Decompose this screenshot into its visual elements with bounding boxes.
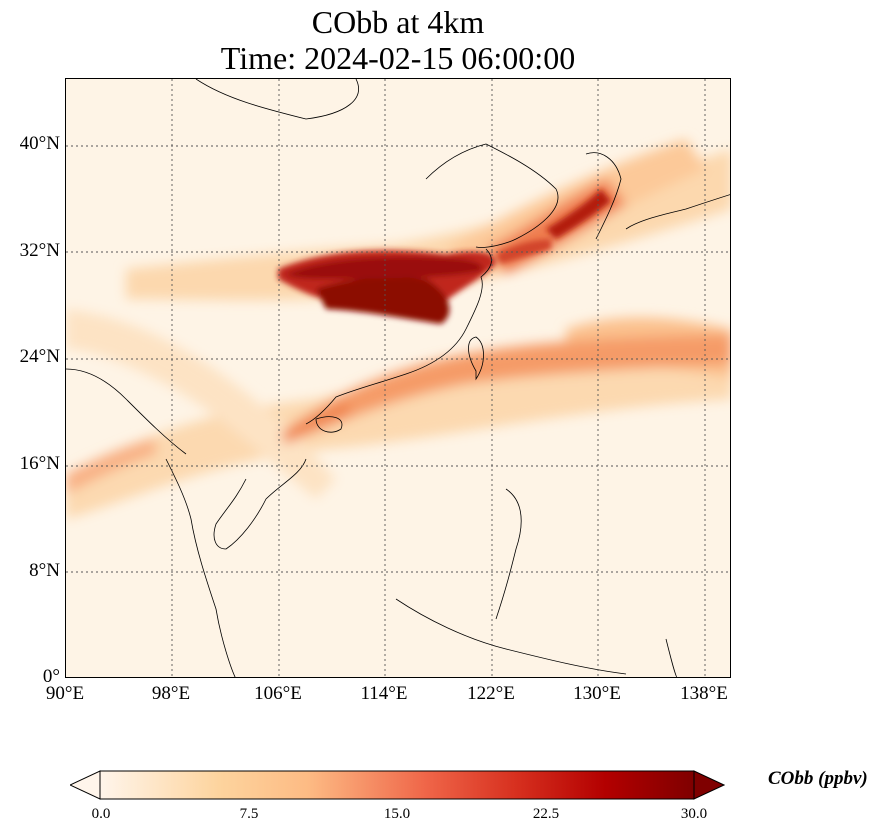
colorbar-tick-label: 30.0: [680, 806, 708, 822]
map-plot-area: [65, 78, 731, 678]
y-tick-label: 16°N: [19, 453, 60, 474]
colorbar-tick-label: 22.5: [532, 806, 560, 822]
colorbar-tick-label: 7.5: [239, 806, 259, 822]
colorbar-label: CObb (ppbv): [768, 768, 868, 789]
colorbar-max-extend: [693, 770, 726, 800]
colorbar: [68, 770, 726, 800]
colorbar-svg: [68, 770, 726, 800]
colorbar-tick-label: 0.0: [91, 806, 111, 822]
gridlines: [66, 79, 730, 677]
y-tick-label: 24°N: [19, 346, 60, 367]
y-tick-label: 8°N: [29, 560, 60, 581]
coastlines: [66, 79, 730, 677]
chart-title-line2: Time: 2024-02-15 06:00:00: [220, 40, 576, 76]
map-svg: [66, 79, 730, 677]
x-tick-label: 122°E: [467, 683, 515, 704]
y-tick-label: 0°: [42, 666, 60, 687]
colorbar-tick-label: 15.0: [383, 806, 411, 822]
x-tick-label: 114°E: [360, 683, 408, 704]
x-tick-label: 106°E: [254, 683, 302, 704]
plume-core: [278, 189, 611, 324]
y-tick-label: 40°N: [19, 133, 60, 154]
colorbar-min-extend: [68, 770, 101, 800]
x-tick-label: 90°E: [45, 683, 85, 704]
colorbar-gradient: [99, 770, 695, 800]
y-tick-label: 32°N: [19, 240, 60, 261]
x-tick-label: 98°E: [151, 683, 191, 704]
x-tick-label: 138°E: [680, 683, 728, 704]
chart-title-line1: CObb at 4km: [311, 4, 485, 40]
x-tick-label: 130°E: [573, 683, 621, 704]
